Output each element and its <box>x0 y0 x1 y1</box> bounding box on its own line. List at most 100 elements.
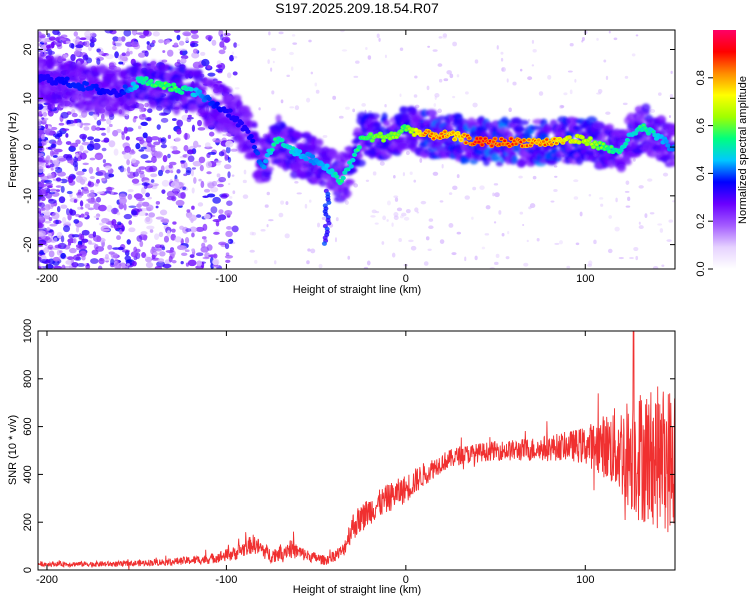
spectral-blob <box>227 238 234 244</box>
spectral-blob <box>391 252 396 258</box>
spectral-blob <box>229 54 234 62</box>
spectral-blob <box>409 171 413 175</box>
spectral-blob <box>351 158 355 162</box>
y-tick-label: 0 <box>22 567 34 573</box>
snr-frame <box>37 330 676 571</box>
spectral-blob <box>652 266 659 269</box>
spectral-blob <box>405 208 411 214</box>
spectral-blob <box>38 115 42 122</box>
spectral-blob <box>396 207 403 212</box>
spectral-blob <box>267 59 270 64</box>
spectral-blob <box>55 219 59 225</box>
spectral-blob <box>494 261 499 265</box>
spectral-blob <box>211 39 217 46</box>
spectral-blob <box>68 247 77 254</box>
spectral-blob <box>436 115 448 122</box>
spectral-blob <box>207 72 216 77</box>
spectral-blob <box>206 152 211 159</box>
spectral-blob <box>260 228 266 232</box>
spectral-blob <box>414 75 418 79</box>
colorbar-ticks: 0.0 0.2 0.4 0.6 0.8 <box>695 70 713 277</box>
spectral-blob <box>352 108 356 113</box>
spectral-blob <box>38 125 42 129</box>
spectral-blob <box>289 106 295 109</box>
spectrogram-y-axis-title: Frequency (Hz) <box>7 112 19 188</box>
spectral-blob <box>142 132 148 139</box>
x-tick-label: 0 <box>403 574 409 586</box>
spectral-blob <box>600 203 604 207</box>
spectral-blob <box>249 249 255 253</box>
spectral-blob <box>190 169 194 177</box>
spectral-blob <box>123 126 128 134</box>
spectral-blob <box>412 133 416 137</box>
spectral-blob <box>294 105 300 111</box>
spectral-blob <box>166 230 171 237</box>
spectral-blob <box>232 71 238 76</box>
spectral-blob <box>638 125 642 129</box>
spectral-blob <box>114 51 119 59</box>
spectral-blob <box>161 189 166 194</box>
spectral-blob <box>382 215 387 221</box>
spectral-blob <box>609 145 613 149</box>
spectral-blob <box>140 154 149 159</box>
spectral-blob <box>251 144 258 150</box>
spectral-blob <box>353 183 359 188</box>
spectral-blob <box>67 123 76 127</box>
y-tick-label: 600 <box>22 417 34 435</box>
spectral-blob <box>327 149 339 158</box>
spectral-blob <box>48 216 53 222</box>
spectral-blob <box>145 192 151 198</box>
spectral-blob <box>665 153 675 161</box>
spectral-blob <box>50 143 57 148</box>
spectral-blob <box>180 54 189 60</box>
spectral-blob <box>498 210 502 215</box>
spectral-blob <box>163 235 170 243</box>
spectral-blob <box>100 113 105 121</box>
spectral-blob <box>101 177 106 182</box>
spectral-blob <box>185 37 189 43</box>
spectral-blob <box>530 141 534 145</box>
spectral-blob <box>178 48 187 52</box>
spectral-blob <box>140 231 148 236</box>
spectral-blob <box>491 140 496 143</box>
spectral-blob <box>439 200 444 203</box>
spectral-blob <box>82 162 89 166</box>
spectral-blob <box>96 120 102 126</box>
spectral-blob <box>172 145 178 151</box>
spectral-blob <box>118 197 127 205</box>
spectral-blob <box>165 39 171 44</box>
spectral-blob <box>50 126 58 131</box>
spectral-blob <box>155 205 159 209</box>
spectral-blob <box>218 151 225 157</box>
spectral-blob <box>296 192 302 195</box>
spectral-blob <box>573 196 579 200</box>
spectral-blob <box>116 235 122 241</box>
spectral-blob <box>71 261 79 268</box>
spectral-blob <box>588 137 592 140</box>
spectral-blob <box>144 160 153 163</box>
spectral-blob <box>212 253 218 259</box>
spectral-blob <box>243 169 247 175</box>
spectral-blob <box>633 246 639 252</box>
spectral-blob <box>647 178 653 182</box>
spectral-blob <box>45 128 53 136</box>
spectral-blob <box>595 143 599 146</box>
spectral-blob <box>443 78 449 82</box>
spectral-blob <box>310 71 314 75</box>
spectral-blob <box>401 212 407 217</box>
spectral-blob <box>433 103 437 107</box>
spectral-blob <box>314 82 318 87</box>
spectral-blob <box>138 201 143 205</box>
spectral-blob <box>146 225 155 230</box>
spectral-blob <box>413 94 418 98</box>
spectral-blob <box>191 205 195 210</box>
spectral-blob <box>381 112 388 122</box>
spectral-blob <box>79 145 84 152</box>
spectral-blob <box>92 71 102 77</box>
spectral-blob <box>48 250 55 258</box>
spectral-blob <box>403 216 410 221</box>
spectral-blob <box>527 118 531 122</box>
spectral-blob <box>201 236 207 240</box>
spectral-blob <box>484 233 490 236</box>
spectrogram-halo <box>38 55 675 203</box>
